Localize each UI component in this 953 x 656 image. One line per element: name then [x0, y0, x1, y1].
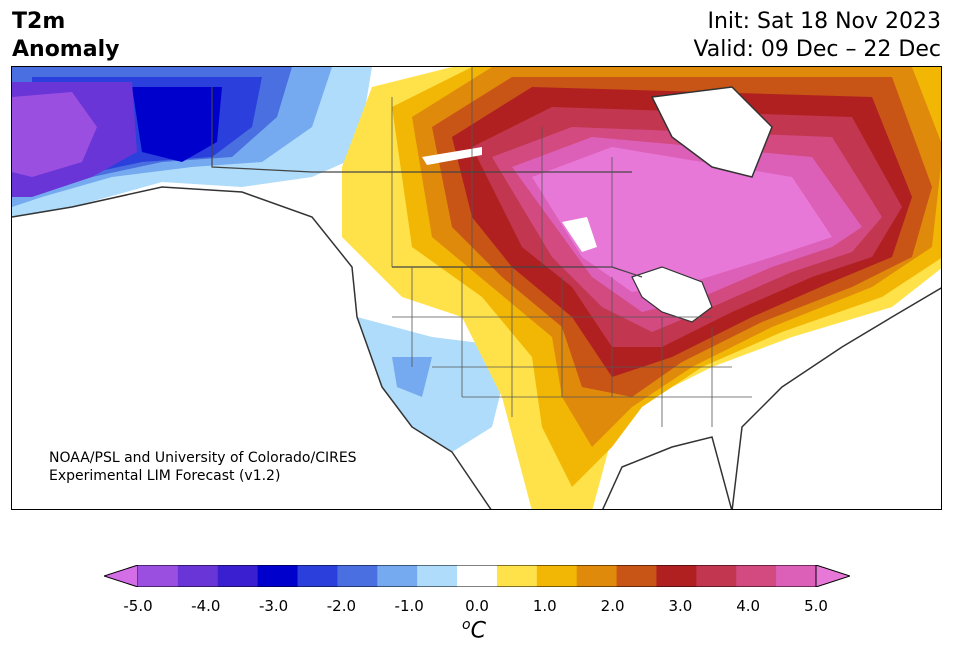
coastline	[12, 186, 941, 509]
valid-date: Valid: 09 Dec – 22 Dec	[693, 37, 941, 62]
colorbar-tick-label: 2.0	[600, 597, 625, 615]
colorbar-segment	[736, 565, 777, 587]
southwest-cool-mid	[392, 357, 432, 397]
credit-line-1: NOAA/PSL and University of Colorado/CIRE…	[49, 450, 357, 466]
southwest-cool	[357, 317, 512, 452]
credit-text: NOAA/PSL and University of Colorado/CIRE…	[49, 449, 357, 485]
hudson-bay	[650, 86, 773, 178]
title-subtitle: Anomaly	[12, 37, 120, 62]
colorbar-segment	[177, 565, 219, 587]
colorbar-tick-label: -2.0	[326, 597, 357, 615]
great-lakes	[631, 266, 713, 323]
colorbar-segment	[776, 565, 817, 587]
pacific-ocean	[12, 187, 491, 509]
colorbar-segment	[696, 565, 737, 587]
colorbar-extend-max	[815, 565, 850, 587]
colorbar-tick-label: 5.0	[804, 597, 828, 615]
units-degree: o	[462, 617, 471, 633]
colorbar-tick-label: -5.0	[123, 597, 153, 615]
colorbar-tick-label: 4.0	[736, 597, 761, 615]
colorbar-segment	[217, 565, 259, 587]
province-state-borders	[391, 67, 752, 427]
colorbar-segment	[576, 565, 618, 587]
forecast-dates: Init: Sat 18 Nov 2023 Valid: 09 Dec – 22…	[693, 8, 941, 64]
alaska-border	[211, 87, 313, 173]
chart-title: T2m Anomaly	[12, 8, 119, 64]
colorbar-segment	[337, 565, 378, 587]
colorbar-tick-label: -4.0	[191, 597, 221, 615]
units-label: oC	[462, 617, 486, 643]
colorbar-segment	[297, 565, 338, 587]
colorbar-segment	[656, 565, 697, 587]
colorbar-tick-label: -3.0	[258, 597, 289, 615]
colorbar-segment	[257, 565, 299, 587]
colorbar-segment	[496, 565, 538, 587]
cold-anomaly-core	[132, 87, 222, 162]
colorbar-segment	[457, 565, 498, 587]
map-panel: NOAA/PSL and University of Colorado/CIRE…	[11, 66, 942, 510]
init-date: Init: Sat 18 Nov 2023	[707, 9, 941, 34]
colorbar-segment	[536, 565, 578, 587]
colorbar	[104, 565, 850, 587]
anomaly-map	[12, 67, 941, 509]
colorbar-segment	[377, 565, 418, 587]
credit-line-2: Experimental LIM Forecast (v1.2)	[49, 468, 281, 484]
title-variable: T2m	[12, 9, 66, 34]
lake-winnipeg	[562, 217, 597, 252]
units-base: C	[470, 618, 486, 644]
colorbar-tick-label: 3.0	[668, 597, 693, 615]
atlantic-ocean	[732, 288, 941, 509]
colorbar-segment	[616, 565, 657, 587]
gulf-of-mexico	[602, 437, 732, 509]
cold-anomaly-violet	[12, 92, 97, 177]
warm-magenta	[532, 147, 832, 292]
great-bear-lake	[422, 147, 482, 165]
colorbar-tick-label: -1.0	[394, 597, 424, 615]
colorbar-tick-label: 0.0	[465, 597, 489, 615]
colorbar-extend-min	[104, 565, 139, 587]
colorbar-segment	[138, 565, 179, 587]
colorbar-segment	[417, 565, 458, 587]
colorbar-tick-label: 1.0	[532, 597, 557, 615]
